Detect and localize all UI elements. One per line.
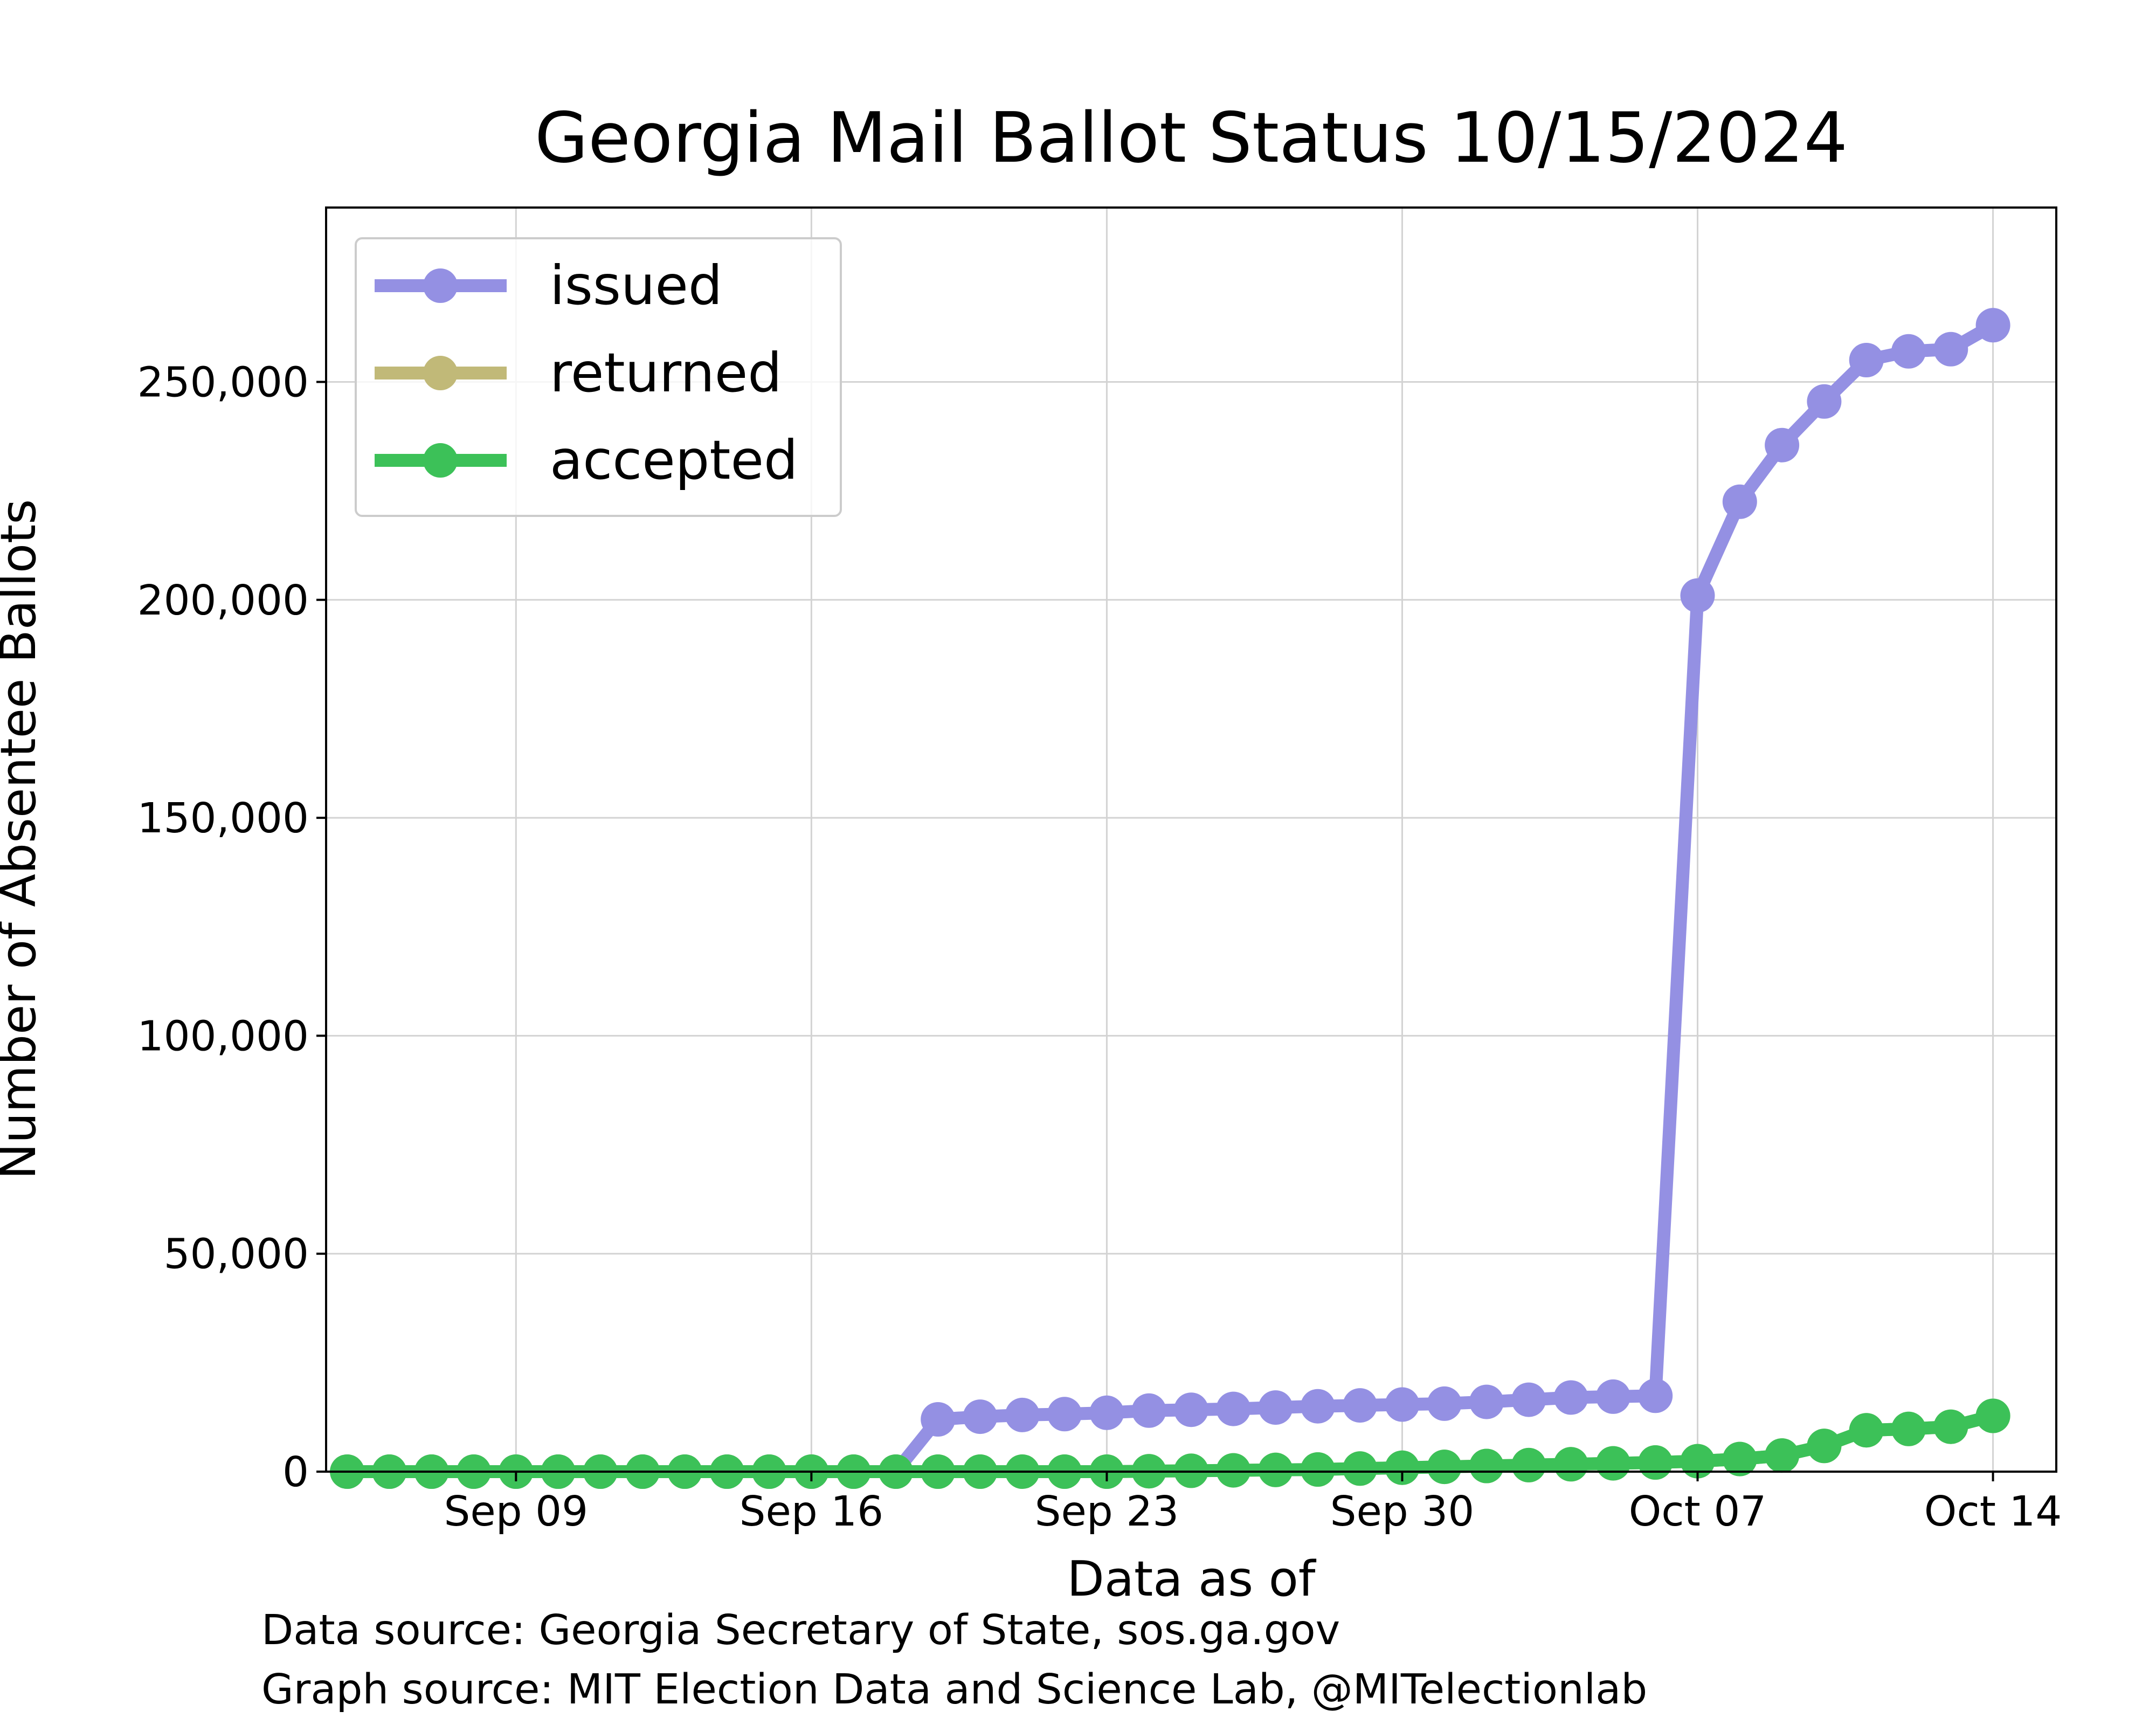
data-point-accepted	[1638, 1445, 1673, 1480]
data-point-issued	[1891, 334, 1926, 369]
data-point-issued	[1385, 1387, 1420, 1422]
x-tick-label: Oct 07	[1629, 1488, 1767, 1536]
data-point-accepted	[1511, 1447, 1546, 1482]
data-point-accepted	[1765, 1438, 1800, 1473]
data-point-issued	[1469, 1384, 1504, 1419]
graph-source-note: Graph source: MIT Election Data and Scie…	[261, 1666, 1647, 1714]
chart-title: Georgia Mail Ballot Status 10/15/2024	[535, 98, 1848, 178]
data-point-issued	[1553, 1380, 1588, 1415]
x-tick-label: Oct 14	[1924, 1488, 2062, 1536]
data-point-issued	[1849, 343, 1884, 377]
data-point-issued	[1216, 1391, 1251, 1426]
data-point-issued	[1300, 1389, 1335, 1424]
data-point-issued	[963, 1399, 998, 1434]
data-point-issued	[1343, 1388, 1378, 1423]
data-point-accepted	[1849, 1413, 1884, 1448]
legend-marker-accepted	[423, 443, 458, 478]
data-point-accepted	[1343, 1451, 1378, 1486]
y-tick-label: 0	[282, 1448, 309, 1496]
data-point-issued	[1722, 484, 1757, 519]
data-point-accepted	[1595, 1446, 1630, 1481]
legend-label-accepted: accepted	[550, 429, 798, 492]
data-point-accepted	[1427, 1450, 1462, 1485]
y-tick-label: 250,000	[137, 358, 309, 406]
data-point-issued	[1933, 332, 1968, 367]
legend-label-returned: returned	[550, 341, 782, 404]
plot-frame	[325, 206, 2057, 1473]
data-point-issued	[1680, 578, 1715, 613]
y-axis-label: Number of Absentee Ballots	[0, 499, 47, 1179]
data-point-accepted	[1385, 1450, 1420, 1485]
y-tick-label: 100,000	[137, 1012, 309, 1060]
data-point-accepted	[1975, 1398, 2010, 1433]
data-point-accepted	[1722, 1441, 1757, 1476]
x-tick-label: Sep 09	[444, 1488, 589, 1536]
data-point-issued	[1511, 1382, 1546, 1417]
legend-marker-returned	[423, 356, 458, 390]
data-point-issued	[1975, 308, 2010, 343]
x-tick-label: Sep 23	[1035, 1488, 1179, 1536]
legend: issued returned accepted	[355, 237, 842, 517]
data-point-accepted	[1300, 1452, 1335, 1487]
x-axis-label: Data as of	[1067, 1551, 1317, 1607]
data-point-issued	[1131, 1393, 1166, 1428]
data-source-note: Data source: Georgia Secretary of State,…	[261, 1606, 1340, 1654]
data-point-accepted	[1680, 1444, 1715, 1479]
data-point-issued	[1258, 1390, 1293, 1425]
legend-marker-issued	[423, 268, 458, 303]
x-tick-label: Sep 16	[740, 1488, 884, 1536]
data-point-issued	[1005, 1397, 1040, 1432]
y-tick-label: 200,000	[137, 577, 309, 625]
data-point-issued	[1765, 427, 1800, 463]
data-point-accepted	[1469, 1448, 1504, 1484]
data-point-issued	[921, 1402, 956, 1437]
x-tick-label: Sep 30	[1330, 1488, 1475, 1536]
data-point-issued	[1427, 1386, 1462, 1421]
data-point-accepted	[1891, 1411, 1926, 1446]
data-point-accepted	[1216, 1453, 1251, 1488]
data-point-issued	[1595, 1379, 1630, 1414]
data-point-issued	[1089, 1395, 1124, 1430]
data-point-accepted	[1258, 1452, 1293, 1487]
legend-label-issued: issued	[550, 254, 722, 317]
data-point-accepted	[1553, 1447, 1588, 1482]
data-point-issued	[1807, 384, 1842, 419]
data-point-accepted	[1933, 1409, 1968, 1444]
y-tick-label: 50,000	[164, 1231, 309, 1279]
data-point-issued	[1638, 1378, 1673, 1413]
data-point-accepted	[1807, 1429, 1842, 1464]
data-point-issued	[1174, 1392, 1208, 1427]
data-point-issued	[1047, 1397, 1082, 1432]
legend-frame	[355, 237, 842, 517]
tick-layer: 0 50,000 100,000 150,000 200,000 250,000 Sep 0…	[137, 358, 2062, 1536]
y-tick-label: 150,000	[137, 795, 309, 843]
